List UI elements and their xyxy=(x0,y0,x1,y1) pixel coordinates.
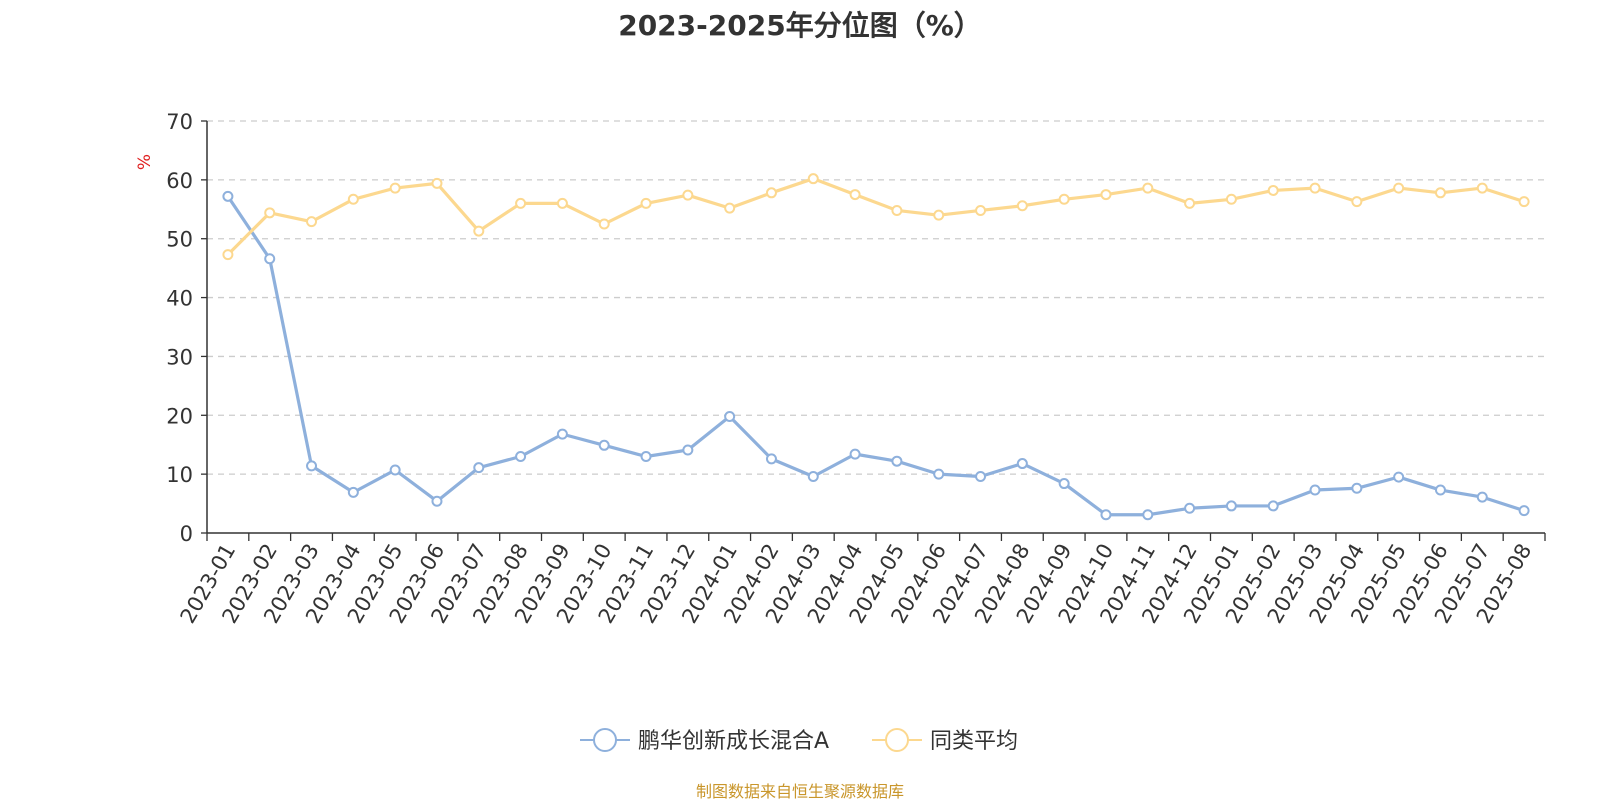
data-point xyxy=(1225,500,1237,512)
data-point xyxy=(1142,509,1154,521)
y-tick-label: 60 xyxy=(166,169,193,193)
data-point xyxy=(1309,484,1321,496)
chart-title: 2023-2025年分位图（%） xyxy=(618,9,982,42)
data-point xyxy=(1518,505,1530,517)
data-point xyxy=(1518,196,1530,208)
data-point xyxy=(1351,196,1363,208)
y-tick-label: 30 xyxy=(166,345,193,369)
data-point xyxy=(515,450,527,462)
data-point xyxy=(1393,182,1405,194)
data-point xyxy=(1016,458,1028,470)
data-point xyxy=(515,197,527,209)
data-point xyxy=(891,455,903,467)
data-point xyxy=(1267,184,1279,196)
data-point xyxy=(1434,187,1446,199)
y-axis: 0 10 20 30 40 50 60 70% xyxy=(135,110,208,546)
data-point xyxy=(556,428,568,440)
data-point xyxy=(1184,197,1196,209)
data-point xyxy=(1100,189,1112,201)
data-point xyxy=(347,486,359,498)
legend-swatch-marker xyxy=(885,728,909,752)
data-point xyxy=(849,448,861,460)
y-tick-label: 70 xyxy=(166,110,193,134)
y-tick-label: 0 xyxy=(180,522,193,546)
data-point xyxy=(1225,193,1237,205)
y-tick-label: 50 xyxy=(166,228,193,252)
data-point xyxy=(1016,200,1028,212)
data-point xyxy=(347,193,359,205)
data-point xyxy=(640,197,652,209)
series-line xyxy=(226,177,1525,256)
data-point xyxy=(933,209,945,221)
data-point xyxy=(765,453,777,465)
data-point xyxy=(1393,471,1405,483)
data-point xyxy=(598,439,610,451)
data-point xyxy=(306,216,318,228)
data-point xyxy=(640,450,652,462)
data-point xyxy=(473,225,485,237)
data-point xyxy=(222,249,234,261)
data-point xyxy=(1142,182,1154,194)
data-point xyxy=(1476,182,1488,194)
legend: 鹏华创新成长混合A 同类平均 xyxy=(580,728,1018,754)
data-point xyxy=(264,207,276,219)
data-point xyxy=(598,218,610,230)
grid-lines xyxy=(207,120,1545,475)
data-point xyxy=(1351,482,1363,494)
data-point xyxy=(1100,509,1112,521)
y-axis-label: % xyxy=(135,154,155,170)
data-point xyxy=(473,462,485,474)
series-line xyxy=(226,195,1525,517)
legend-swatch-marker xyxy=(593,728,617,752)
data-point xyxy=(1058,478,1070,490)
data-point xyxy=(389,182,401,194)
data-point xyxy=(431,495,443,507)
data-point xyxy=(891,204,903,216)
legend-label: 鹏华创新成长混合A xyxy=(638,729,829,754)
y-tick-label: 20 xyxy=(166,404,193,428)
legend-label: 同类平均 xyxy=(930,729,1018,754)
data-point xyxy=(1184,502,1196,514)
x-axis: 2023-012023-022023-032023-042023-052023-… xyxy=(176,532,1546,627)
data-point xyxy=(1058,193,1070,205)
data-point xyxy=(682,444,694,456)
data-point xyxy=(724,202,736,214)
data-point xyxy=(222,190,234,202)
data-point xyxy=(849,189,861,201)
data-point xyxy=(807,173,819,185)
data-point xyxy=(1476,491,1488,503)
y-tick-label: 10 xyxy=(166,463,193,487)
data-point xyxy=(1434,484,1446,496)
data-point xyxy=(306,460,318,472)
data-point xyxy=(1267,500,1279,512)
data-point xyxy=(765,187,777,199)
data-point xyxy=(933,468,945,480)
data-point xyxy=(389,464,401,476)
data-point xyxy=(556,197,568,209)
data-point xyxy=(807,470,819,482)
data-point xyxy=(1309,182,1321,194)
data-point xyxy=(682,189,694,201)
y-tick-label: 40 xyxy=(166,287,193,311)
data-point xyxy=(724,410,736,422)
data-point xyxy=(264,253,276,265)
data-source-note: 制图数据来自恒生聚源数据库 xyxy=(695,782,904,801)
data-point xyxy=(975,470,987,482)
series-group xyxy=(222,173,1530,521)
data-point xyxy=(431,177,443,189)
data-point xyxy=(975,204,987,216)
